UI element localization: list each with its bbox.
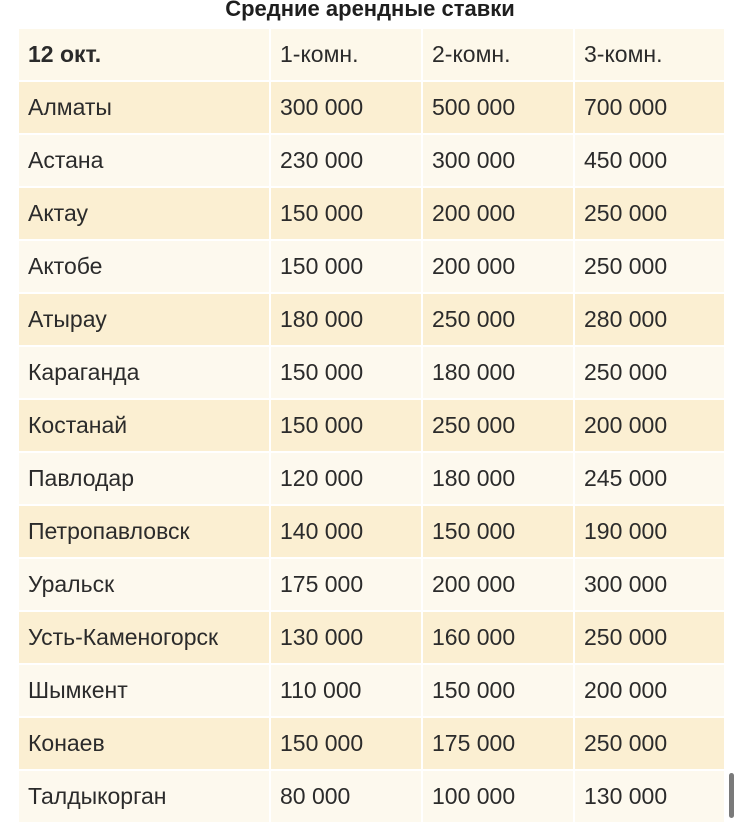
price-2-room-cell: 200 000: [423, 241, 573, 292]
price-3-room-cell: 190 000: [575, 506, 724, 557]
price-1-room-cell: 150 000: [271, 718, 421, 769]
table-row: Костанай 150 000 250 000 200 000: [19, 400, 724, 451]
price-1-room-cell: 300 000: [271, 82, 421, 133]
city-cell: Павлодар: [19, 453, 269, 504]
city-cell: Атырау: [19, 294, 269, 345]
header-2-room: 2-комн.: [423, 29, 573, 80]
price-1-room-cell: 175 000: [271, 559, 421, 610]
price-3-room-cell: 130 000: [575, 771, 724, 822]
price-1-room-cell: 180 000: [271, 294, 421, 345]
price-3-room-cell: 250 000: [575, 718, 724, 769]
table-row: Актау 150 000 200 000 250 000: [19, 188, 724, 239]
price-1-room-cell: 150 000: [271, 241, 421, 292]
table-row: Уральск 175 000 200 000 300 000: [19, 559, 724, 610]
price-2-room-cell: 500 000: [423, 82, 573, 133]
price-3-room-cell: 300 000: [575, 559, 724, 610]
price-1-room-cell: 150 000: [271, 400, 421, 451]
scrollbar[interactable]: [729, 773, 734, 818]
price-2-room-cell: 200 000: [423, 188, 573, 239]
price-2-room-cell: 250 000: [423, 400, 573, 451]
price-2-room-cell: 150 000: [423, 506, 573, 557]
city-cell: Актау: [19, 188, 269, 239]
price-3-room-cell: 450 000: [575, 135, 724, 186]
price-1-room-cell: 230 000: [271, 135, 421, 186]
table-row: Конаев 150 000 175 000 250 000: [19, 718, 724, 769]
price-1-room-cell: 150 000: [271, 347, 421, 398]
table-header-row: 12 окт. 1-комн. 2-комн. 3-комн.: [19, 29, 724, 80]
price-1-room-cell: 120 000: [271, 453, 421, 504]
price-2-room-cell: 175 000: [423, 718, 573, 769]
price-2-room-cell: 300 000: [423, 135, 573, 186]
price-3-room-cell: 700 000: [575, 82, 724, 133]
header-3-room: 3-комн.: [575, 29, 724, 80]
price-2-room-cell: 250 000: [423, 294, 573, 345]
table-row: Павлодар 120 000 180 000 245 000: [19, 453, 724, 504]
price-1-room-cell: 80 000: [271, 771, 421, 822]
price-2-room-cell: 180 000: [423, 347, 573, 398]
header-date: 12 окт.: [19, 29, 269, 80]
table-title: Средние арендные ставки: [225, 0, 515, 21]
price-2-room-cell: 100 000: [423, 771, 573, 822]
price-3-room-cell: 200 000: [575, 665, 724, 716]
city-cell: Усть-Каменогорск: [19, 612, 269, 663]
city-cell: Талдыкорган: [19, 771, 269, 822]
price-2-room-cell: 160 000: [423, 612, 573, 663]
rent-table: 12 окт. 1-комн. 2-комн. 3-комн. Алматы 30…: [17, 27, 726, 824]
table-row: Усть-Каменогорск 130 000 160 000 250 000: [19, 612, 724, 663]
city-cell: Астана: [19, 135, 269, 186]
table-row: Шымкент 110 000 150 000 200 000: [19, 665, 724, 716]
city-cell: Актобе: [19, 241, 269, 292]
price-3-room-cell: 250 000: [575, 347, 724, 398]
city-cell: Уральск: [19, 559, 269, 610]
table-row: Алматы 300 000 500 000 700 000: [19, 82, 724, 133]
price-3-room-cell: 200 000: [575, 400, 724, 451]
table-row: Талдыкорган 80 000 100 000 130 000: [19, 771, 724, 822]
price-3-room-cell: 250 000: [575, 241, 724, 292]
city-cell: Караганда: [19, 347, 269, 398]
price-3-room-cell: 250 000: [575, 612, 724, 663]
price-3-room-cell: 280 000: [575, 294, 724, 345]
city-cell: Конаев: [19, 718, 269, 769]
table-row: Петропавловск 140 000 150 000 190 000: [19, 506, 724, 557]
price-1-room-cell: 150 000: [271, 188, 421, 239]
city-cell: Петропавловск: [19, 506, 269, 557]
price-2-room-cell: 200 000: [423, 559, 573, 610]
header-1-room: 1-комн.: [271, 29, 421, 80]
table-row: Астана 230 000 300 000 450 000: [19, 135, 724, 186]
price-1-room-cell: 140 000: [271, 506, 421, 557]
price-3-room-cell: 245 000: [575, 453, 724, 504]
price-2-room-cell: 150 000: [423, 665, 573, 716]
table-row: Атырау 180 000 250 000 280 000: [19, 294, 724, 345]
price-3-room-cell: 250 000: [575, 188, 724, 239]
table-row: Караганда 150 000 180 000 250 000: [19, 347, 724, 398]
city-cell: Алматы: [19, 82, 269, 133]
city-cell: Шымкент: [19, 665, 269, 716]
city-cell: Костанай: [19, 400, 269, 451]
table-row: Актобе 150 000 200 000 250 000: [19, 241, 724, 292]
price-1-room-cell: 130 000: [271, 612, 421, 663]
price-1-room-cell: 110 000: [271, 665, 421, 716]
price-2-room-cell: 180 000: [423, 453, 573, 504]
